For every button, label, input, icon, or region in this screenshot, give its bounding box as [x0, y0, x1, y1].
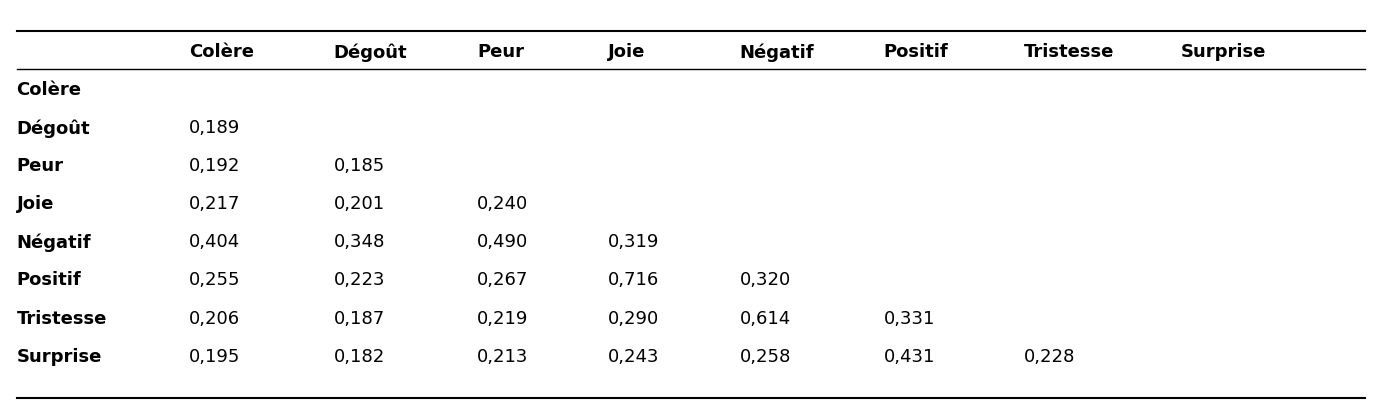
Text: 0,331: 0,331	[883, 309, 936, 328]
Text: Dégoût: Dégoût	[334, 43, 408, 61]
Text: 0,404: 0,404	[189, 234, 240, 252]
Text: Peur: Peur	[17, 158, 64, 176]
Text: 0,614: 0,614	[739, 309, 791, 328]
Text: Dégoût: Dégoût	[17, 119, 90, 138]
Text: 0,348: 0,348	[334, 234, 386, 252]
Text: 0,320: 0,320	[739, 271, 791, 290]
Text: Tristesse: Tristesse	[1024, 43, 1114, 61]
Text: 0,290: 0,290	[608, 309, 659, 328]
Text: Colère: Colère	[189, 43, 254, 61]
Text: 0,185: 0,185	[334, 158, 386, 176]
Text: 0,258: 0,258	[739, 347, 792, 366]
Text: Colère: Colère	[17, 82, 82, 99]
Text: Surprise: Surprise	[1180, 43, 1266, 61]
Text: Joie: Joie	[608, 43, 645, 61]
Text: 0,223: 0,223	[334, 271, 386, 290]
Text: 0,431: 0,431	[883, 347, 936, 366]
Text: 0,213: 0,213	[477, 347, 528, 366]
Text: Joie: Joie	[17, 196, 54, 214]
Text: 0,240: 0,240	[477, 196, 528, 214]
Text: 0,490: 0,490	[477, 234, 528, 252]
Text: Surprise: Surprise	[17, 347, 102, 366]
Text: 0,219: 0,219	[477, 309, 528, 328]
Text: Négatif: Négatif	[17, 233, 91, 252]
Text: 0,192: 0,192	[189, 158, 240, 176]
Text: 0,195: 0,195	[189, 347, 240, 366]
Text: 0,319: 0,319	[608, 234, 659, 252]
Text: 0,201: 0,201	[334, 196, 386, 214]
Text: 0,206: 0,206	[189, 309, 240, 328]
Text: Tristesse: Tristesse	[17, 309, 106, 328]
Text: 0,187: 0,187	[334, 309, 386, 328]
Text: 0,716: 0,716	[608, 271, 659, 290]
Text: 0,243: 0,243	[608, 347, 659, 366]
Text: 0,217: 0,217	[189, 196, 240, 214]
Text: Peur: Peur	[477, 43, 524, 61]
Text: 0,267: 0,267	[477, 271, 528, 290]
Text: 0,228: 0,228	[1024, 347, 1075, 366]
Text: Positif: Positif	[883, 43, 948, 61]
Text: 0,255: 0,255	[189, 271, 240, 290]
Text: 0,182: 0,182	[334, 347, 386, 366]
Text: 0,189: 0,189	[189, 120, 240, 138]
Text: Négatif: Négatif	[739, 43, 814, 61]
Text: Positif: Positif	[17, 271, 82, 290]
